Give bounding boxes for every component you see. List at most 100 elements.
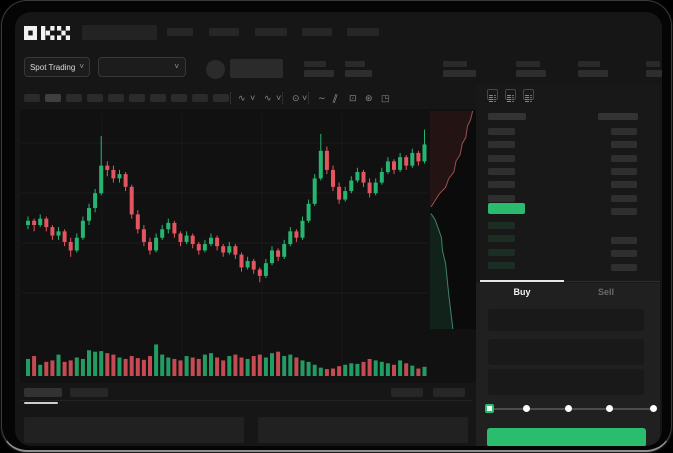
stat-value-placeholder [516,70,546,77]
chevron-down-icon[interactable]: ˅ [302,92,308,103]
toolbar-divider [308,92,309,104]
ask-size-bar [611,167,637,175]
timeframe-button[interactable] [129,94,145,102]
timeframe-button[interactable] [192,94,208,102]
stat-label-placeholder [516,61,540,67]
ask-size-bar [611,141,637,149]
stat-label-placeholder [578,61,600,67]
bid-price-row[interactable] [488,222,515,229]
nav-item[interactable] [167,28,193,36]
orders-tab-active[interactable] [24,388,62,397]
timeframe-button[interactable] [213,94,229,102]
timeframe-button[interactable] [150,94,166,102]
nav-item[interactable] [302,28,332,36]
timeframe-button[interactable] [87,94,103,102]
indicators-icon[interactable]: ⊙ [292,92,300,103]
stat-value-placeholder [443,70,476,77]
ask-size-bar [611,207,637,215]
timeframe-button[interactable] [45,94,61,102]
orderbook-column-header [488,113,526,120]
ask-price-row[interactable] [488,141,515,149]
orders-tab[interactable] [70,388,108,397]
tab-sell[interactable]: Sell [597,287,614,297]
stat-label-placeholder [345,61,365,67]
timeframe-button[interactable] [171,94,187,102]
active-tab-indicator [480,280,564,282]
bid-size-bar [611,237,637,244]
stat-value-placeholder [578,70,608,77]
chevron-down-icon[interactable]: ˅ [250,92,256,103]
timeframe-button[interactable] [24,94,40,102]
ask-price-row[interactable] [488,194,515,202]
divider [480,281,660,282]
pair-selector-dropdown[interactable]: ˅ [98,57,186,77]
last-price-highlight[interactable] [488,203,525,214]
nav-item[interactable] [255,28,287,36]
ask-price-row[interactable] [488,167,515,175]
tab-buy[interactable]: Buy [513,287,531,297]
orders-filter-pill[interactable] [391,388,423,397]
search-input[interactable] [82,25,157,40]
slider-stop-dot[interactable] [606,405,613,412]
total-input[interactable] [488,369,644,395]
bid-size-bar [611,250,637,258]
book-layout-glyph [507,95,514,102]
nav-item[interactable] [209,28,239,36]
market-type-label: Spot Trading [29,62,76,72]
ask-size-bar [611,181,637,189]
stat-label-placeholder [304,61,326,67]
buy-submit-button[interactable] [487,428,646,446]
ask-size-bar [611,194,637,202]
timeframe-button[interactable] [108,94,124,102]
slider-stop-dot[interactable] [523,405,530,412]
stat-value-placeholder [304,70,334,77]
orders-filter-pill[interactable] [433,388,465,397]
app-window: Spot Trading ˅ ˅ ∿ ˅ ∿ ˅ ⊙ ˅ ∼ ∥ ⊡ ⊛ ◳ Buy Sel [15,12,662,446]
stat-label-placeholder [646,61,660,67]
chart-type-icon[interactable]: ∿ [238,92,246,103]
chevron-down-icon: ˅ [79,62,85,71]
snapshot-icon[interactable]: ⊡ [349,92,357,103]
combined-book-icon[interactable] [487,89,498,102]
last-price-placeholder [230,59,283,78]
stat-value-placeholder [345,70,372,77]
nav-item[interactable] [347,28,379,36]
book-layout-glyph [489,95,496,102]
price-input[interactable] [488,309,644,331]
ask-price-row[interactable] [488,128,515,135]
bid-size-bar [611,263,637,271]
active-tab-underline [24,402,58,404]
bid-price-row[interactable] [488,248,515,256]
market-type-selector[interactable]: Spot Trading ˅ [24,57,90,77]
amount-slider-handle[interactable] [485,404,494,413]
chevron-down-icon[interactable]: ˅ [276,92,282,103]
price-chart[interactable] [20,109,482,383]
bids-book-icon[interactable] [505,89,516,102]
fullscreen-icon[interactable]: ◳ [381,92,390,103]
divider [20,400,472,401]
orderbook-column-header [598,113,638,120]
ask-price-row[interactable] [488,154,515,162]
chevron-down-icon: ˅ [174,62,179,71]
book-layout-glyph [525,95,532,102]
overlay-chart-icon[interactable]: ∿ [264,92,272,103]
toolbar-divider [230,92,231,104]
asks-book-icon[interactable] [523,89,534,102]
stat-label-placeholder [443,61,467,67]
ask-size-bar [611,154,637,162]
slider-stop-dot[interactable] [650,405,657,412]
trendline-tool-icon[interactable]: ∼ [318,92,326,103]
amount-input[interactable] [488,339,644,365]
pair-coin-icon [206,60,225,79]
stat-value-placeholder [646,70,662,77]
bid-price-row[interactable] [488,261,515,269]
draw-tools-icon[interactable]: ∥ [331,92,340,103]
bid-price-row[interactable] [488,235,515,243]
okx-logo [24,26,70,40]
ask-price-row[interactable] [488,181,515,189]
slider-stop-dot[interactable] [565,405,572,412]
chart-settings-icon[interactable]: ⊛ [365,92,373,103]
orders-table-placeholder [258,417,468,443]
timeframe-button[interactable] [66,94,82,102]
